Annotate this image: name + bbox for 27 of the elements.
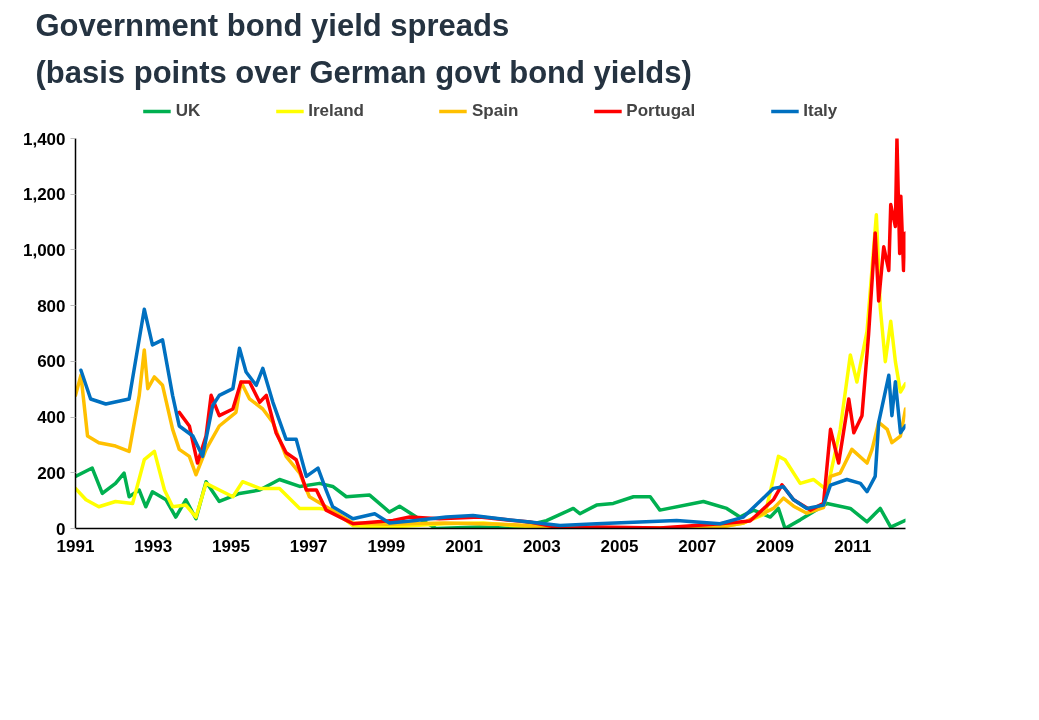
chart-subtitle: (basis points over German govt bond yields) <box>35 54 692 90</box>
x-tick-label: 1999 <box>367 536 406 556</box>
legend-label: Spain <box>472 101 519 121</box>
x-tick-label: 2009 <box>756 536 794 556</box>
y-tick-label: 1,200 <box>22 185 66 205</box>
y-tick-label: 400 <box>37 408 66 428</box>
legend-label: Ireland <box>308 101 365 121</box>
y-tick-label: 1,400 <box>22 129 66 149</box>
y-tick-label: 1,000 <box>22 240 66 260</box>
x-tick-label: 2001 <box>445 536 483 556</box>
chart-title: Government bond yield spreads <box>35 7 510 43</box>
legend-label: UK <box>175 101 201 121</box>
x-tick-label: 1995 <box>212 536 250 556</box>
x-tick-label: 2007 <box>678 536 717 556</box>
legend-label: Portugal <box>626 101 696 121</box>
y-tick-label: 0 <box>56 519 66 539</box>
y-tick-label: 800 <box>37 296 66 316</box>
y-tick-label: 200 <box>37 463 66 483</box>
line-series <box>79 307 906 528</box>
x-tick-label: 1991 <box>56 536 95 556</box>
y-tick-label: 600 <box>37 352 66 372</box>
x-tick-label: 1993 <box>134 536 173 556</box>
x-tick-label: 2005 <box>600 536 639 556</box>
x-tick-label: 2003 <box>522 536 561 556</box>
x-tick-label: 2011 <box>834 536 872 556</box>
x-tick-label: 1997 <box>289 536 328 556</box>
legend-label: Italy <box>803 101 838 121</box>
